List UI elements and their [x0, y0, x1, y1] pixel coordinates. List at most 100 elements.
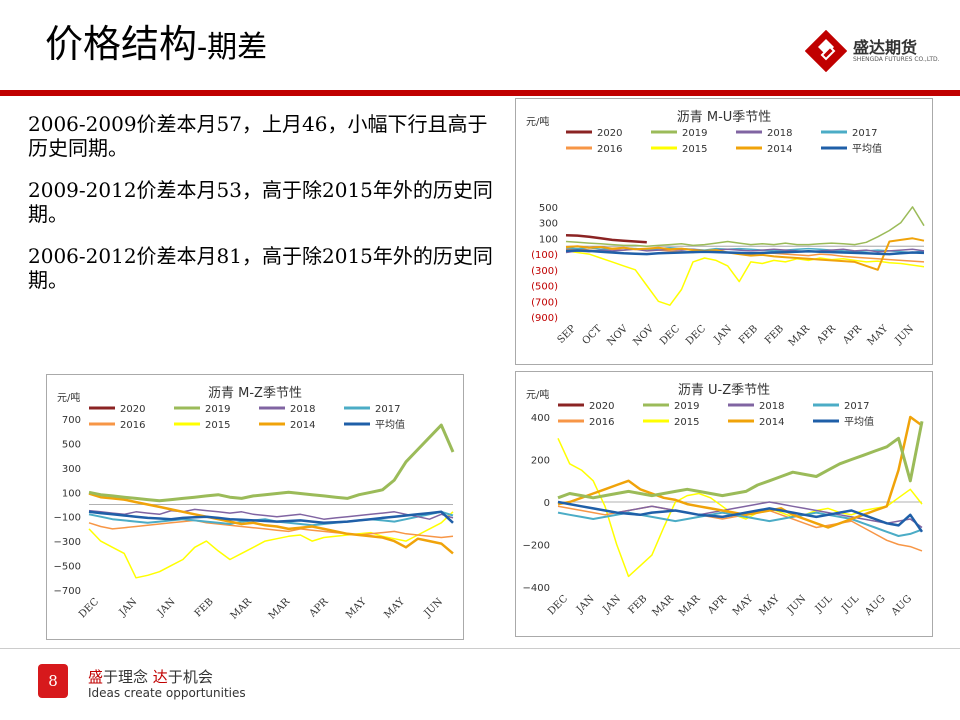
chart-title: 沥青 M-Z季节性: [208, 386, 302, 401]
y-tick-label: 200: [531, 456, 550, 467]
y-tick-label: 400: [531, 413, 550, 424]
x-tick-label: MAY: [344, 596, 369, 621]
x-tick-label: JAN: [712, 323, 735, 346]
x-tick-label: SEP: [556, 323, 579, 346]
x-tick-label: MAR: [677, 593, 703, 619]
x-tick-label: JAN: [117, 596, 140, 619]
paragraph-1: 2006-2009价差本月57，上月46，小幅下行且高于历史同期。: [28, 112, 488, 160]
chart-mz: 沥青 M-Z季节性 元/吨 2020 2019 2018 2017 2016 2015 2014…: [54, 386, 455, 622]
x-tick-label: APR: [840, 323, 864, 347]
y-tick-label: −500: [54, 562, 81, 573]
y-tick-label: −200: [523, 541, 550, 552]
series-line-2018: [88, 508, 454, 520]
legend-label: 平均值: [844, 415, 874, 428]
logo-subtitle: SHENGDA FUTURES CO.,LTD.: [853, 56, 940, 63]
y-tick-label: (100): [531, 250, 558, 261]
legend-label: 2015: [205, 420, 230, 431]
footer-divider: [0, 648, 960, 649]
x-tick-label: OCT: [580, 323, 604, 347]
legend-label: 2018: [759, 401, 784, 412]
legend-label: 2019: [682, 128, 707, 139]
series-line-2016: [88, 519, 454, 539]
chart-mz-panel: 沥青 M-Z季节性 元/吨 2020 2019 2018 2017 2016 2015 2014…: [46, 374, 464, 640]
y-tick-label: (900): [531, 313, 558, 324]
y-tick-label: 700: [62, 415, 81, 426]
y-tick-label: 500: [539, 203, 558, 214]
chart-mu-panel: 沥青 M-U季节性 元/吨 2020 2019 2018 2017 2016 2015 2014…: [515, 98, 933, 365]
x-tick-label: JAN: [600, 593, 623, 616]
x-tick-label: AUG: [889, 593, 914, 618]
chart-mu: 沥青 M-U季节性 元/吨 2020 2019 2018 2017 2016 2015 2014…: [526, 110, 925, 349]
x-tick-label: APR: [814, 323, 838, 347]
legend-label: 2015: [682, 144, 707, 155]
y-tick-label: −100: [54, 513, 81, 524]
x-tick-label: DEC: [546, 593, 570, 617]
x-tick-label: APR: [307, 596, 331, 620]
chart-uz-panel: 沥青 U-Z季节性 元/吨 2020 2019 2018 2017 2016 2015 2014…: [515, 371, 933, 637]
y-unit-label: 元/吨: [526, 115, 549, 128]
legend-label: 2014: [759, 417, 784, 428]
x-tick-label: MAY: [382, 596, 407, 621]
x-tick-label: MAR: [651, 593, 677, 619]
company-logo: 盛达期货 SHENGDA FUTURES CO.,LTD.: [804, 29, 955, 74]
legend-label: 2019: [205, 404, 230, 415]
legend-label: 2014: [767, 144, 792, 155]
y-tick-label: 500: [62, 439, 81, 450]
x-tick-label: FEB: [737, 323, 760, 346]
legend-label: 平均值: [852, 142, 882, 155]
x-tick-label: JUL: [813, 593, 835, 615]
series-line-2020: [565, 233, 647, 244]
logo-name: 盛达期货: [853, 38, 918, 57]
series-line-average: [88, 510, 454, 525]
paragraph-3: 2006-2012价差本月81，高于除2015年外的历史同期。: [28, 244, 493, 292]
legend-label: 2017: [852, 128, 877, 139]
x-tick-label: JAN: [574, 593, 597, 616]
x-tick-label: DEC: [658, 323, 682, 347]
series-line-2015: [557, 437, 923, 578]
legend-label: 平均值: [375, 418, 405, 431]
page-number: 8: [38, 664, 68, 698]
legend-label: 2016: [597, 144, 622, 155]
y-tick-label: 300: [62, 464, 81, 475]
x-tick-label: MAR: [267, 596, 293, 622]
legend-label: 2020: [120, 404, 145, 415]
x-tick-label: MAR: [229, 596, 255, 622]
x-tick-label: MAY: [757, 593, 782, 618]
series-line-2017: [557, 511, 923, 537]
paragraph-2: 2009-2012价差本月53，高于除2015年外的历史同期。: [28, 178, 493, 226]
series-line-2019: [565, 206, 925, 247]
series-line-2018: [565, 248, 925, 254]
x-tick-label: DEC: [77, 596, 101, 620]
y-tick-label: −400: [523, 583, 550, 594]
series-line-2015: [88, 511, 454, 579]
legend-label: 2016: [120, 420, 145, 431]
legend-label: 2017: [844, 401, 869, 412]
legend-label: 2017: [375, 404, 400, 415]
y-unit-label: 元/吨: [526, 388, 549, 401]
x-tick-label: JUN: [785, 593, 809, 617]
x-tick-label: AUG: [862, 593, 887, 618]
series-line-2014: [88, 492, 454, 555]
series-line-average: [557, 500, 924, 533]
x-tick-label: DEC: [684, 323, 708, 347]
legend-label: 2018: [767, 128, 792, 139]
y-tick-label: 100: [539, 234, 558, 245]
chart-uz: 沥青 U-Z季节性 元/吨 2020 2019 2018 2017 2016 2015 2014…: [523, 383, 924, 619]
x-tick-label: MAR: [787, 323, 813, 349]
series-line-average: [565, 249, 925, 256]
y-tick-label: −700: [54, 586, 81, 597]
header-bar: [0, 90, 960, 96]
slogan-english: Ideas create opportunities: [88, 686, 246, 700]
legend-label: 2014: [290, 420, 315, 431]
x-tick-label: JUN: [422, 596, 446, 620]
logo-mark-icon: [804, 29, 848, 73]
x-tick-label: JUN: [893, 323, 917, 347]
y-tick-label: −300: [54, 537, 81, 548]
series-line-2019: [88, 423, 455, 503]
y-tick-label: (300): [531, 266, 558, 277]
legend-label: 2015: [674, 417, 699, 428]
x-tick-label: FEB: [763, 323, 786, 346]
y-tick-label: 300: [539, 219, 558, 230]
x-tick-label: MAY: [866, 323, 891, 348]
y-tick-label: (700): [531, 297, 558, 308]
